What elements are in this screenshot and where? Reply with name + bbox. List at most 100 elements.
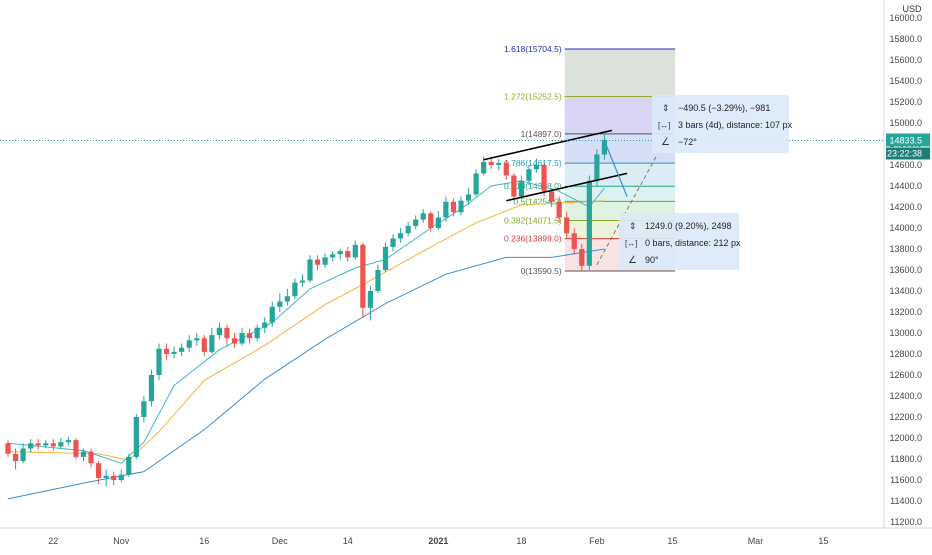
candle-body — [284, 296, 290, 302]
candle-body — [375, 270, 381, 291]
candle-body — [254, 327, 260, 339]
candle-body — [443, 201, 449, 218]
candle-body — [405, 225, 411, 234]
candle-body — [224, 327, 230, 339]
candle-body — [360, 244, 366, 308]
time-tick-label: 15 — [818, 536, 828, 546]
candle-body — [367, 291, 373, 308]
candle-body — [601, 139, 608, 155]
fib-zone — [564, 49, 676, 97]
candle-body — [201, 338, 207, 352]
drawings — [0, 129, 884, 265]
time-tick-label: 18 — [516, 536, 526, 546]
candle-body — [450, 201, 457, 213]
candle-body — [556, 201, 562, 218]
candle-body — [322, 257, 328, 265]
fib-level-label: 1.618(15704.5) — [504, 44, 562, 54]
candle-body — [141, 401, 147, 417]
price-tick-label: 13200.0 — [889, 307, 922, 317]
candle-body — [428, 213, 434, 228]
bars-icon: [↔] — [658, 121, 670, 130]
candle-body — [352, 244, 358, 258]
price-tick-label: 14400.0 — [889, 181, 922, 191]
fib-level-label: 1(14897.0) — [521, 129, 562, 139]
candle-body — [118, 474, 124, 480]
time-tick-label: Nov — [113, 536, 130, 546]
candle-body — [231, 338, 238, 344]
time-tick-label: Feb — [589, 536, 605, 546]
price-tick-label: 13400.0 — [889, 286, 922, 296]
candle-body — [390, 238, 396, 247]
price-tick-label: 15000.0 — [889, 118, 922, 128]
projection-line — [603, 140, 628, 197]
candle-body — [216, 327, 222, 336]
currency-label: USD — [902, 4, 922, 14]
candle-body — [96, 463, 102, 478]
price-tick-label: 14200.0 — [889, 202, 922, 212]
price-tick-label: 13600.0 — [889, 265, 922, 275]
candle-body — [43, 443, 49, 446]
measure-price-text: −490.5 (−3.29%), −981 — [678, 103, 770, 113]
candle-body — [307, 259, 313, 281]
candle-body — [277, 301, 283, 307]
measure-bars-text: 0 bars, distance: 212 px — [645, 238, 741, 248]
fib-level-label: 0.382(14071.5) — [504, 215, 562, 225]
price-tick-label: 14000.0 — [889, 223, 922, 233]
measure-box: ⇕ −490.5 (−3.29%), −981 [↔] 3 bars (4d), di… — [652, 95, 793, 153]
candle-body — [579, 249, 585, 266]
price-tick-label: 15400.0 — [889, 76, 922, 86]
candle-body — [58, 442, 64, 447]
candle-body — [299, 280, 306, 283]
candle-body — [458, 200, 464, 213]
candle-body — [156, 348, 162, 375]
candle-body — [247, 333, 253, 339]
candle-body — [518, 180, 524, 197]
candle-body — [473, 173, 479, 195]
fib-level-label: 0.236(13899.0) — [504, 234, 562, 244]
candle-body — [80, 451, 87, 457]
fib-zone — [564, 186, 676, 202]
candle-body — [549, 191, 555, 202]
candle-body — [262, 322, 268, 328]
candle-body — [194, 338, 200, 341]
candle-body — [413, 219, 419, 226]
price-tick-label: 11400.0 — [890, 496, 922, 506]
candle-body — [186, 340, 192, 348]
last-price-tag — [886, 133, 930, 147]
range-icon: ⇕ — [629, 221, 637, 231]
moving-averages — [7, 180, 605, 500]
fib-level-label: 0(13590.5) — [521, 266, 562, 276]
time-tick-label: Mar — [748, 536, 764, 546]
price-tick-label: 11600.0 — [890, 475, 922, 485]
fib-level-label: 0.786(14617.5) — [504, 158, 562, 168]
price-tick-label: 11200.0 — [890, 517, 922, 527]
price-tick-label: 12400.0 — [889, 391, 922, 401]
measure-angle-text: 90° — [645, 255, 659, 265]
candle-body — [481, 161, 487, 174]
time-tick-label: 22 — [48, 536, 58, 546]
candle-body — [179, 347, 185, 352]
candle-body — [586, 180, 592, 266]
candle-body — [20, 448, 26, 462]
candle-body — [103, 475, 109, 478]
measure-box-bg — [619, 213, 739, 270]
candle-body — [564, 217, 570, 234]
angle-icon: ∠ — [628, 255, 637, 266]
candle-body — [420, 213, 426, 220]
last-price-text: 14833.5 — [889, 135, 922, 145]
candle-body — [594, 154, 600, 181]
measure-price-text: 1249.0 (9.20%), 2498 — [645, 221, 732, 231]
bars-icon: [↔] — [625, 239, 637, 248]
fib-level-label: 0.5(14254.0) — [513, 196, 561, 206]
candle-body — [163, 348, 170, 354]
candle-body — [171, 351, 177, 354]
candle-body — [209, 335, 215, 352]
candle-body — [503, 162, 509, 176]
time-tick-label: 15 — [667, 536, 677, 546]
measure-bars-text: 3 bars (4d), distance: 107 px — [678, 120, 793, 130]
candle-body — [35, 443, 41, 446]
time-axis-bg — [0, 528, 932, 550]
